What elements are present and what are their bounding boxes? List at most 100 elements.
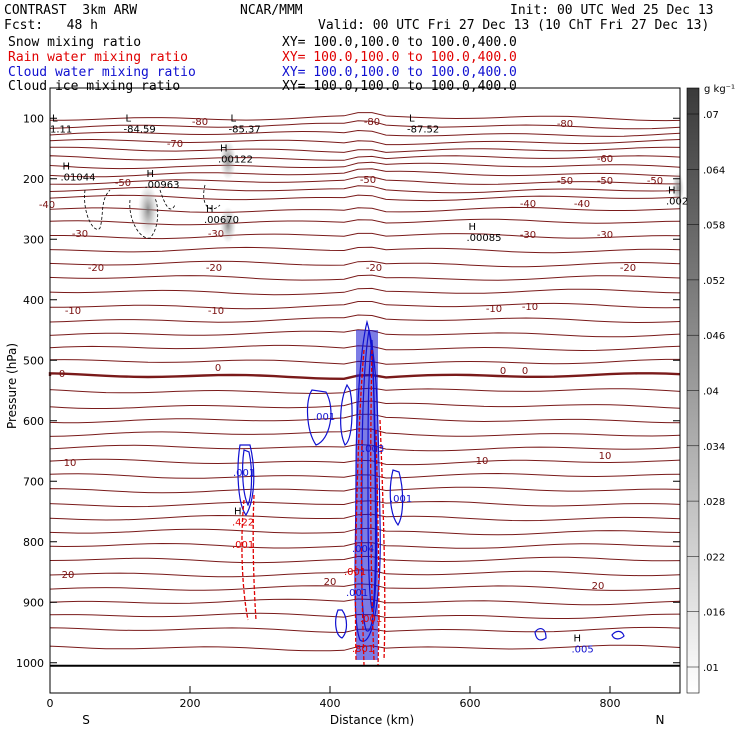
high-marker: H	[574, 634, 582, 645]
x-tick-label: 0	[47, 697, 54, 710]
isotherm-label: -50	[647, 176, 663, 187]
isotherm-label: -40	[574, 199, 590, 210]
isotherm-line	[49, 287, 681, 296]
x-tick-label: 600	[460, 697, 481, 710]
isotherm-line	[49, 155, 681, 161]
isotherm-line	[49, 232, 681, 240]
x-end-right-label: N	[656, 713, 665, 727]
plot-area: -80 -80 -80 -70 -60 -50 -50 -50 -50 -50 -40 -40 -40 -…	[39, 112, 688, 667]
isotherm-line	[49, 314, 681, 324]
x-tick-label: 400	[320, 697, 341, 710]
isotherm-label: -50	[557, 176, 573, 187]
isotherm-label: -30	[597, 230, 613, 241]
isotherm-line	[49, 146, 681, 153]
isotherm-label: -80	[557, 119, 573, 130]
field-cloudice-name: Cloud ice mixing ratio	[8, 79, 181, 94]
isotherm-label: -30	[208, 229, 224, 240]
isotherm-label: 20	[324, 577, 337, 588]
extremum-value: .00122	[218, 155, 253, 166]
isotherm-label: 20	[62, 570, 75, 581]
isotherm-label: -30	[520, 230, 536, 241]
y-tick-label: 200	[23, 173, 44, 186]
colorbar-unit: g kg⁻¹	[704, 84, 735, 95]
extremum-value: .00963	[145, 180, 180, 191]
colorbar-label: .022	[703, 552, 725, 563]
isotherm-label: -50	[360, 175, 376, 186]
isotherm-label: -10	[208, 306, 224, 317]
cloud-water-label: .001	[233, 468, 255, 479]
cloud-water-label: .001	[313, 412, 335, 423]
isotherm-label: -10	[486, 304, 502, 315]
high-marker: H	[469, 222, 477, 233]
extremum-value: -87.52	[407, 124, 439, 135]
rain-contour	[241, 494, 257, 621]
plot-border	[49, 87, 681, 694]
snow-shade	[220, 207, 236, 243]
cloud-water-contour	[611, 630, 625, 640]
snow-shade	[672, 172, 684, 204]
isotherm-label: 10	[64, 458, 77, 469]
low-marker: L	[231, 113, 237, 124]
isotherm-label: -20	[366, 263, 382, 274]
low-marker: L	[126, 113, 132, 124]
rain-contour	[354, 349, 386, 661]
isotherm-label: 0	[500, 366, 506, 377]
low-marker: L	[52, 113, 58, 124]
rain-contour	[360, 429, 380, 666]
field-cloudice-xy: XY= 100.0,100.0 to 100.0,400.0	[282, 79, 517, 94]
colorbar-label: .052	[703, 276, 725, 287]
isotherm-label: 10	[599, 451, 612, 462]
extremum-value: .00670	[204, 215, 239, 226]
isotherm-line	[49, 274, 681, 281]
y-axis-label: Pressure (hPa)	[5, 343, 19, 429]
cloud-water-label: .003	[362, 444, 384, 455]
isotherm-label: 0	[522, 366, 528, 377]
isotherm-line	[49, 129, 681, 137]
colorbar-label: .058	[703, 221, 725, 232]
cloud-water-label: .004	[352, 544, 374, 555]
y-tick-label: 700	[23, 475, 44, 488]
extremum-value: .00085	[467, 233, 502, 244]
rain-label: .801	[352, 644, 374, 655]
extremum-value: -84.59	[124, 124, 156, 135]
isotherm-label: -20	[88, 263, 104, 274]
y-tick-label: 300	[23, 233, 44, 246]
extremum-value: 1.11	[50, 124, 72, 135]
isotherm-label: -30	[72, 229, 88, 240]
cloud-water-contour	[340, 383, 353, 446]
isotherm-label: 10	[476, 456, 489, 467]
y-tick-label: 100	[23, 112, 44, 125]
isotherm-line	[49, 168, 681, 178]
extremum-value: .002	[666, 196, 688, 207]
colorbar-label: .046	[703, 331, 725, 342]
cloud-water-label: .001	[390, 494, 412, 505]
high-marker: H	[147, 169, 155, 180]
isotherm-label: -40	[520, 199, 536, 210]
field-snow-name: Snow mixing ratio	[8, 35, 142, 50]
extremum-value: .422	[232, 518, 254, 529]
isotherm-label: -40	[39, 200, 55, 211]
model-title: CONTRAST 3km ARW	[4, 3, 138, 18]
x-axis-label: Distance (km)	[330, 713, 414, 727]
valid-time: Valid: 00 UTC Fri 27 Dec 13 (10 ChT Fri …	[318, 18, 710, 33]
isotherm-line	[49, 246, 681, 254]
isotherm-line	[49, 329, 681, 338]
colorbar-label: .016	[703, 608, 725, 619]
isotherm-line	[49, 138, 681, 146]
low-marker: L	[409, 113, 415, 124]
isotherm-label: -10	[522, 302, 538, 313]
high-marker: H	[220, 144, 228, 155]
plot-frame	[49, 87, 681, 694]
isotherm-label: -80	[192, 117, 208, 128]
cloud-water-contour	[306, 389, 332, 446]
isotherm-line	[49, 260, 681, 268]
isotherm-label: 20	[592, 581, 605, 592]
y-tick-label: 600	[23, 415, 44, 428]
field-snow-xy: XY= 100.0,100.0 to 100.0,400.0	[282, 35, 517, 50]
forecast-hour: Fcst: 48 h	[4, 18, 98, 33]
isotherm-line	[49, 120, 681, 130]
colorbar-label: .064	[703, 165, 725, 176]
cloud-ice-contour	[203, 184, 221, 210]
